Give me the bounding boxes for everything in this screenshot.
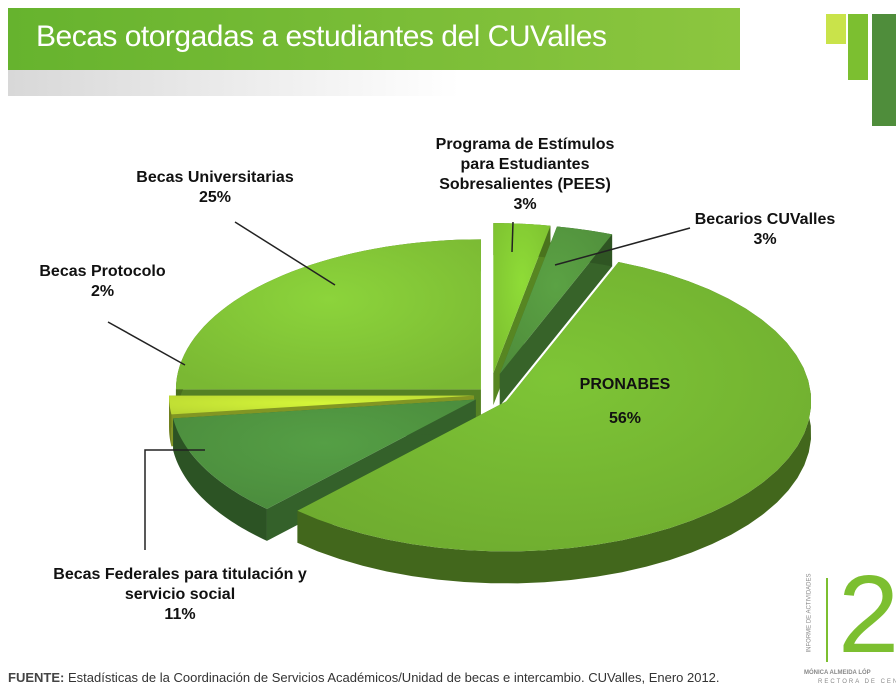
title-shadow: [8, 70, 460, 96]
value-label: 2%: [90, 283, 115, 300]
leader-line: [144, 449, 205, 550]
slice-side: [499, 234, 613, 406]
slice-side: [169, 395, 172, 447]
logo-name: MÓNICA ALMEIDA LÓP: [804, 670, 871, 676]
chart-title: Becas otorgadas a estudiantes del CUVall…: [36, 20, 607, 53]
slice-label: Becas Protocolo 2%: [20, 262, 185, 302]
value-label: 11%: [164, 606, 196, 623]
category-label: PRONABES: [579, 376, 671, 393]
slice: [297, 261, 811, 552]
leader-line: [511, 221, 514, 253]
value-label: 56%: [608, 410, 642, 427]
category-label: Becas Universitarias: [136, 169, 294, 186]
category-label: Becarios CUValles: [694, 211, 836, 228]
value-label: 25%: [198, 189, 232, 206]
logo-role: RECTORA DE CEN: [818, 679, 896, 685]
slice: [493, 223, 551, 374]
slice-side: [173, 418, 267, 541]
slice-label: Programa de Estímulos para Estudiantes S…: [420, 135, 630, 215]
source: FUENTE: Estadísticas de la Coordinación …: [8, 670, 720, 685]
source-label: FUENTE:: [8, 670, 65, 685]
slice-label: Becas Universitarias 25%: [120, 168, 310, 208]
slice-label: PRONABES 56%: [540, 375, 710, 429]
decor: [872, 14, 896, 126]
category-label: Programa de Estímulos para Estudiantes S…: [435, 136, 615, 193]
leader-line: [554, 227, 691, 266]
slice-label: Becarios CUValles 3%: [660, 210, 870, 250]
leader-line: [107, 321, 186, 366]
pie: [169, 223, 811, 584]
decor: [848, 14, 868, 80]
slice: [173, 399, 476, 509]
slice: [499, 226, 613, 374]
category-label: Becas Protocolo: [39, 263, 166, 280]
category-label: Becas Federales para titulación y servic…: [53, 566, 307, 603]
slice: [169, 395, 475, 415]
logo-number: 2: [838, 553, 896, 676]
logo-tagline: INFORME DE ACTIVIDADES: [806, 573, 813, 653]
value-label: 3%: [753, 231, 777, 248]
slice-label: Becas Federales para titulación y servic…: [50, 565, 310, 625]
decor: [826, 14, 846, 44]
value-label: 3%: [513, 196, 537, 213]
leader-line: [234, 221, 336, 286]
source-text: Estadísticas de la Coordinación de Servi…: [67, 670, 720, 685]
slice: [175, 239, 481, 390]
title-bar: Becas otorgadas a estudiantes del CUVall…: [8, 8, 740, 70]
slice-side: [297, 261, 811, 584]
